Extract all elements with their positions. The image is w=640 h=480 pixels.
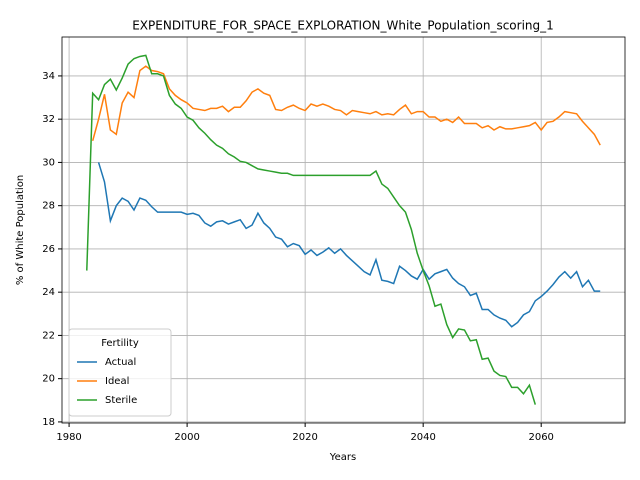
line — [97, 162, 601, 328]
x-tick-label: 2060 — [528, 432, 553, 443]
y-tick-label: 18 — [42, 417, 55, 428]
x-tick-label: 2020 — [292, 432, 317, 443]
y-tick-label: 34 — [42, 71, 55, 82]
x-tick-label: 1980 — [56, 432, 81, 443]
y-tick-label: 30 — [42, 157, 55, 168]
y-axis-label: % of White Population — [15, 175, 26, 285]
y-tick-label: 28 — [42, 201, 55, 212]
line — [86, 54, 537, 405]
chart-title: EXPENDITURE_FOR_SPACE_EXPLORATION_White_… — [132, 19, 554, 33]
legend-label: Sterile — [105, 395, 137, 406]
line — [91, 65, 601, 146]
legend-label: Ideal — [105, 376, 129, 387]
y-tick-label: 26 — [42, 244, 55, 255]
legend-title: Fertility — [101, 338, 139, 349]
y-tick-label: 24 — [42, 287, 55, 298]
legend-label: Actual — [105, 357, 136, 368]
legend-box — [68, 328, 172, 417]
y-tick-label: 32 — [42, 114, 55, 125]
plot-frame — [61, 36, 626, 424]
x-axis-label: Years — [329, 452, 356, 463]
y-tick-label: 22 — [42, 330, 55, 341]
y-tick-label: 20 — [42, 374, 55, 385]
x-tick-label: 2040 — [410, 432, 435, 443]
x-tick-label: 2000 — [174, 432, 199, 443]
